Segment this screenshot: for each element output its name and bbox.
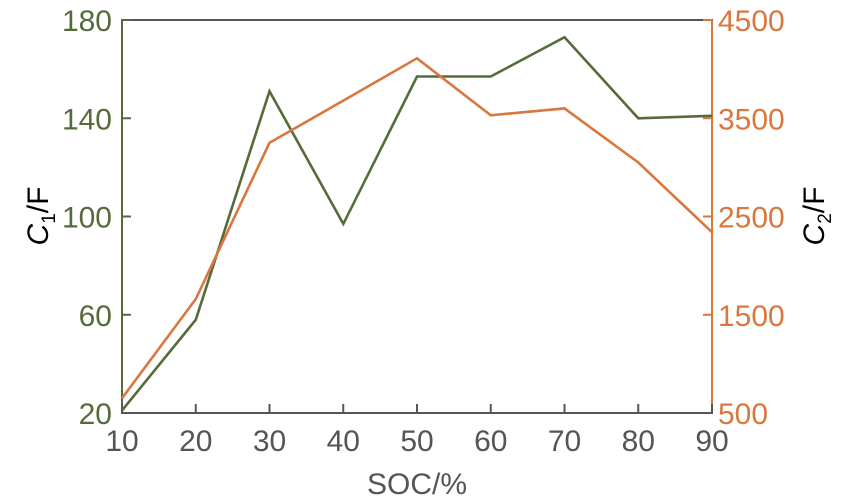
series-line-1: [120, 35, 713, 412]
x-tick-label: 10: [105, 425, 138, 458]
right-tick-label: 1500: [718, 300, 785, 333]
left-tick-label: 60: [79, 300, 112, 333]
right-axis-title-sub: 2: [815, 213, 836, 224]
left-axis-title: C1/F: [22, 187, 60, 246]
right-tick-label: 3500: [718, 103, 785, 136]
x-tick-label: 90: [695, 425, 728, 458]
right-axis-title-main: C: [798, 223, 831, 245]
right-tick-label: 2500: [718, 202, 785, 235]
x-tick-label: 80: [622, 425, 655, 458]
left-axis-title-sub: 1: [39, 213, 60, 224]
left-axis: 20 60 100 140 180: [62, 5, 131, 431]
x-tick-label: 60: [474, 425, 507, 458]
x-axis-title: SOC/%: [367, 468, 467, 500]
series-layer: [120, 35, 713, 412]
x-tick-label: 30: [253, 425, 286, 458]
right-axis-title: C2/F: [798, 187, 836, 246]
right-axis-title-unit: /F: [798, 187, 831, 214]
x-tick-label: 70: [548, 425, 581, 458]
left-tick-label: 180: [62, 5, 112, 38]
right-tick-label: 500: [718, 398, 768, 431]
left-axis-title-unit: /F: [22, 187, 55, 214]
right-axis: 500 1500 2500 3500 4500: [703, 5, 785, 431]
x-axis: 10 20 30 40 50 60 70 80 90: [105, 404, 729, 458]
left-tick-label: 140: [62, 103, 112, 136]
x-tick-label: 50: [400, 425, 433, 458]
right-tick-label: 4500: [718, 5, 785, 38]
left-tick-label: 20: [79, 398, 112, 431]
x-tick-label: 20: [179, 425, 212, 458]
series-line-2: [120, 56, 713, 400]
left-axis-title-main: C: [22, 223, 55, 245]
x-tick-label: 40: [327, 425, 360, 458]
left-tick-label: 100: [62, 202, 112, 235]
